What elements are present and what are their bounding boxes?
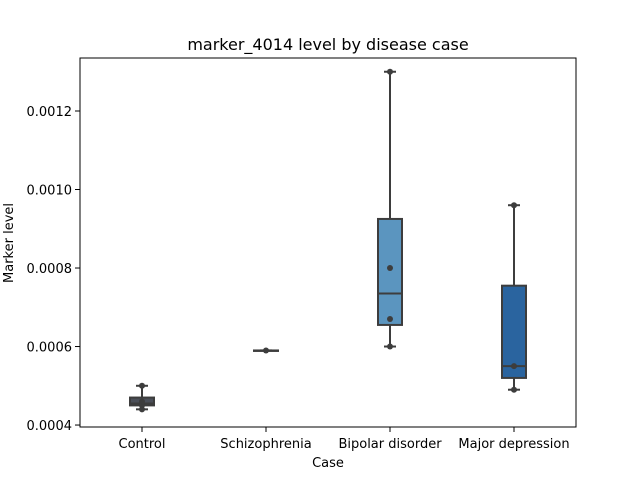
data-point bbox=[387, 316, 393, 323]
y-tick-label: 0.0006 bbox=[27, 341, 73, 356]
data-point bbox=[387, 68, 393, 75]
data-point bbox=[511, 363, 517, 370]
data-point bbox=[139, 398, 145, 405]
y-tick-label: 0.0012 bbox=[27, 105, 73, 120]
x-tick-label: Major depression bbox=[458, 437, 569, 452]
data-point bbox=[139, 382, 145, 389]
chart-title: marker_4014 level by disease case bbox=[187, 35, 468, 55]
y-tick-label: 0.0010 bbox=[27, 184, 73, 199]
data-point bbox=[263, 347, 269, 354]
box bbox=[377, 217, 403, 326]
box-group bbox=[377, 68, 403, 350]
x-axis-label: Case bbox=[312, 456, 344, 471]
data-point bbox=[387, 343, 393, 350]
y-axis-label: Marker level bbox=[2, 203, 17, 283]
data-point bbox=[511, 386, 517, 393]
box-group bbox=[129, 382, 155, 413]
y-tick-label: 0.0004 bbox=[27, 419, 73, 434]
plot-area: 0.0004 0.0006 0.0008 0.0010 0.0012 Control Sch… bbox=[27, 57, 577, 452]
y-tick-label: 0.0008 bbox=[27, 262, 73, 277]
box-group bbox=[253, 347, 279, 354]
x-tick-label: Control bbox=[119, 437, 166, 452]
plot-frame bbox=[79, 57, 577, 428]
data-point bbox=[511, 202, 517, 209]
box-group bbox=[501, 202, 527, 393]
x-tick-label: Bipolar disorder bbox=[338, 437, 442, 452]
x-tick-label: Schizophrenia bbox=[220, 437, 311, 452]
data-point bbox=[387, 265, 393, 272]
box bbox=[501, 284, 527, 379]
